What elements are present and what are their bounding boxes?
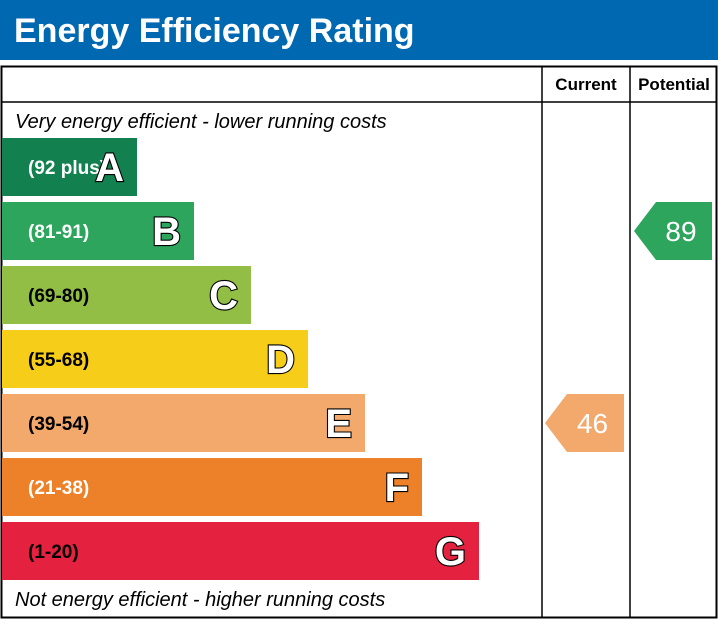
- title-bar: [0, 0, 718, 60]
- band-f-letter: F: [385, 466, 409, 510]
- potential-rating-arrow: [634, 202, 712, 260]
- band-a-range: (92 plus): [28, 158, 106, 179]
- band-a-letter: A: [95, 146, 124, 190]
- potential-column-header: Potential: [638, 75, 710, 94]
- efficient-note: Very energy efficient - lower running co…: [15, 111, 387, 133]
- band-c-range: (69-80): [28, 286, 89, 307]
- band-d-letter: D: [266, 338, 295, 382]
- inefficient-note: Not energy efficient - higher running co…: [15, 589, 385, 611]
- potential-rating-value: 89: [665, 216, 696, 247]
- band-g-letter: G: [435, 530, 466, 574]
- chart-title: Energy Efficiency Rating: [14, 12, 415, 50]
- current-rating-value: 46: [577, 408, 608, 439]
- band-d-bar: [2, 330, 308, 388]
- band-e-bar: [2, 394, 365, 452]
- band-e-letter: E: [325, 402, 352, 446]
- rating-bands: (92 plus)A (81-91) B (69-80) C (55-68) D (39-54…: [2, 138, 479, 580]
- table-frame: [0, 65, 718, 619]
- band-g-bar: [2, 522, 479, 580]
- band-c-bar: [2, 266, 251, 324]
- band-g-range: (1-20): [28, 542, 79, 563]
- rating-markers: 46 89: [545, 202, 712, 452]
- band-f-bar: [2, 458, 422, 516]
- band-e-range: (39-54): [28, 414, 89, 435]
- current-column-header: Current: [555, 75, 617, 94]
- current-rating-arrow: [545, 394, 624, 452]
- band-c-letter: C: [209, 274, 238, 318]
- band-b-bar: [2, 202, 194, 260]
- band-a-bar: [2, 138, 137, 196]
- band-b-range: (81-91): [28, 222, 89, 243]
- band-f-range: (21-38): [28, 478, 89, 499]
- band-d-range: (55-68): [28, 350, 89, 371]
- band-b-letter: B: [152, 210, 181, 254]
